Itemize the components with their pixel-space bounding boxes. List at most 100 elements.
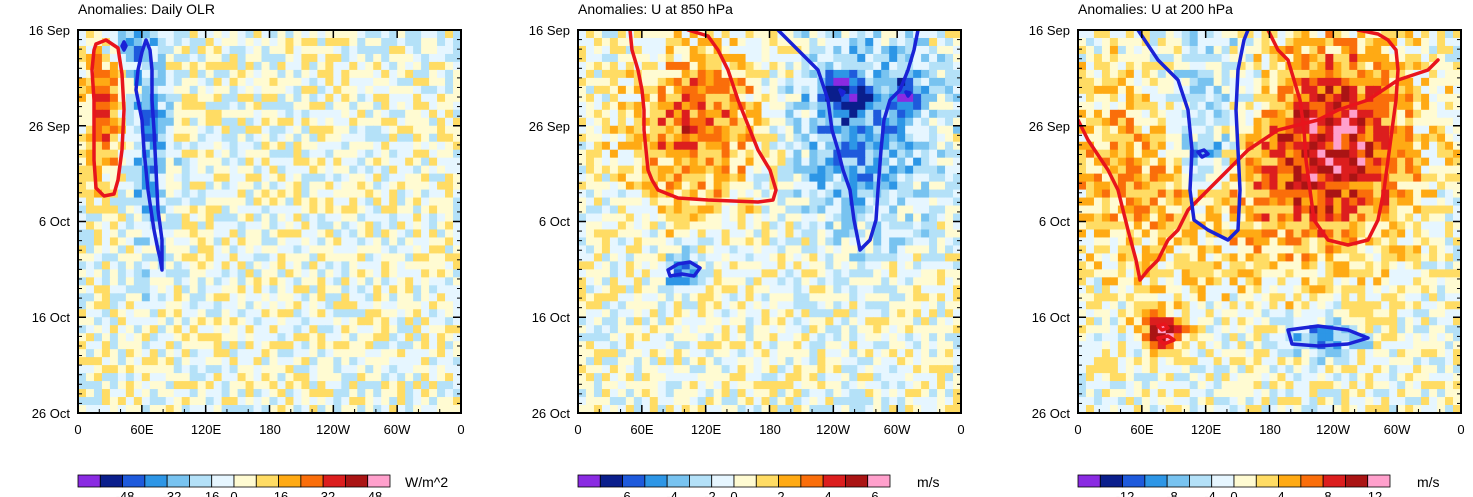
heatmap-cell [785,309,795,318]
heatmap-cell [809,221,818,231]
heatmap-cell [270,78,279,87]
blue-contour-line [904,90,912,98]
heatmap-cell [150,341,159,350]
heatmap-cell [325,365,334,374]
heatmap-cell [945,45,954,55]
heatmap-cell [593,53,603,63]
heatmap-cell [785,141,795,151]
heatmap-cell [897,333,906,342]
heatmap-cell [270,46,279,55]
heatmap-cell [801,173,810,183]
heatmap-cell [397,158,406,167]
heatmap-cell [413,174,422,183]
heatmap-cell [158,277,167,286]
heatmap-cell [94,102,103,111]
heatmap-cell [817,365,826,374]
heatmap-cell [585,237,595,247]
colorbar-swatch [99,474,123,488]
heatmap-cell [365,174,374,183]
heatmap-cell [737,317,747,326]
heatmap-cell [777,397,787,406]
heatmap-cell [293,269,302,278]
heatmap-cell [865,133,874,143]
heatmap-cell [317,301,326,310]
heatmap-cell [689,69,699,79]
heatmap-cell [405,261,414,270]
heatmap-cell [349,134,358,143]
heatmap-cell [277,405,286,414]
heatmap-cell [937,397,946,406]
heatmap-cell [889,269,898,278]
heatmap-cell [697,277,707,286]
heatmap-cell [873,37,882,47]
heatmap-cell [953,173,961,183]
heatmap-cell [641,285,651,294]
heatmap-cell [381,30,390,39]
heatmap-cell [182,70,191,79]
heatmap-cell [262,317,271,326]
heatmap-cell [753,261,763,270]
heatmap-cell [697,53,707,63]
heatmap-cell [873,53,882,63]
heatmap-cell [118,237,127,246]
heatmap-cell [657,301,667,310]
heatmap-cell [381,301,390,310]
heatmap-cell [118,277,127,286]
heatmap-cell [110,405,119,414]
heatmap-cell [190,86,199,95]
heatmap-cell [809,365,818,374]
heatmap-cell [609,253,619,262]
heatmap-cell [609,173,619,183]
heatmap-cell [397,237,406,246]
heatmap-cell [134,38,143,47]
heatmap-cell [657,165,667,175]
heatmap-cell [214,214,223,223]
heatmap-cell [657,309,667,318]
heatmap-cell [397,333,406,342]
heatmap-cell [301,349,310,358]
heatmap-cell [801,397,810,406]
heatmap-cell [405,158,414,167]
heatmap-cell [397,198,406,207]
heatmap-cell [317,30,326,39]
heatmap-cell [102,150,111,159]
heatmap-cell [625,405,635,413]
heatmap-cell [641,245,651,255]
heatmap-cell [769,365,779,374]
heatmap-cell [285,166,294,175]
colorbar-swatch [733,474,757,488]
heatmap-cell [649,293,659,302]
heatmap-cell [254,118,263,127]
heatmap-cell [230,30,239,39]
heatmap-cell [102,30,111,39]
heatmap-cell [705,157,715,167]
heatmap-cell [150,54,159,63]
heatmap-cell [78,142,87,151]
heatmap-cell [689,221,699,231]
y-tick-label: 26 Oct [32,406,71,421]
heatmap-cell [182,78,191,87]
heatmap-cell [913,237,922,247]
heatmap-cell [277,237,286,246]
heatmap-cell [325,134,334,143]
heatmap-cell [793,165,803,175]
heatmap-cell [118,365,127,374]
heatmap-cell [357,222,366,231]
heatmap-cell [689,341,699,350]
heatmap-cell [174,301,183,310]
heatmap-cell [761,93,771,103]
heatmap-cell [945,365,954,374]
heatmap-cell [857,309,866,318]
heatmap-cell [198,285,207,294]
heatmap-cell [793,157,803,167]
heatmap-cell [865,397,874,406]
heatmap-cell [453,78,462,87]
heatmap-cell [445,30,454,39]
heatmap-cell [817,133,826,143]
heatmap-cell [421,94,430,103]
heatmap-cell [913,125,922,135]
y-axis: 16 Sep 26 Sep 6 Oct 16 Oct 26 Oct [29,23,71,421]
heatmap-cell [689,85,699,95]
heatmap-cell [142,341,151,350]
heatmap-cell [905,37,914,47]
